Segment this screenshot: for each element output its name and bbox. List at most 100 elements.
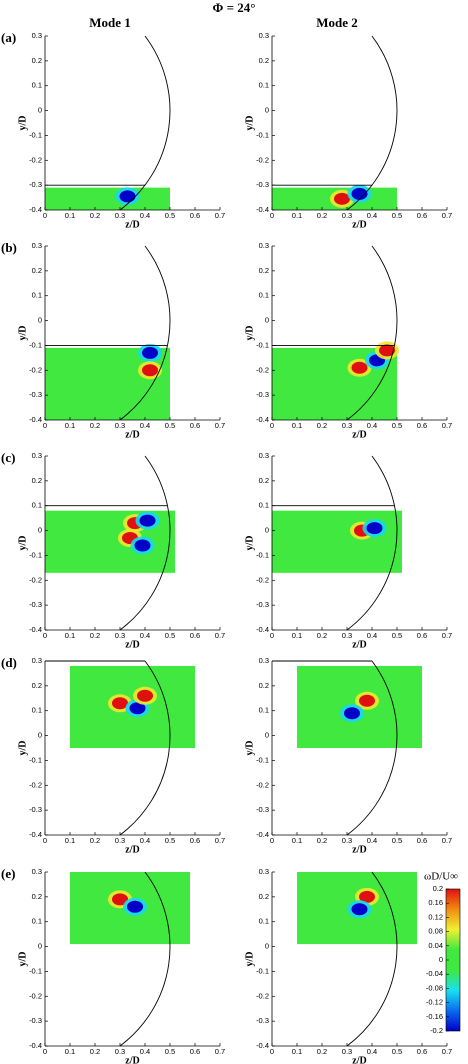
vortex bbox=[127, 900, 143, 913]
x-tick-label: 0.7 bbox=[442, 421, 452, 430]
x-tick-label: 0.3 bbox=[342, 836, 352, 845]
y-tick-label: -0.2 bbox=[29, 780, 42, 789]
x-tick-label: 0 bbox=[43, 631, 47, 640]
y-tick-label: 0 bbox=[265, 942, 269, 951]
x-tick-label: 0.4 bbox=[140, 421, 150, 430]
y-tick-label: 0.2 bbox=[259, 266, 269, 275]
x-tick-label: 0 bbox=[43, 1047, 47, 1056]
x-tick-label: 0.6 bbox=[417, 211, 427, 220]
x-tick-label: 0 bbox=[43, 836, 47, 845]
vortex bbox=[379, 344, 395, 357]
y-tick-label: 0.3 bbox=[32, 241, 42, 250]
x-tick-label: 0.5 bbox=[165, 631, 175, 640]
x-tick-label: 0 bbox=[43, 421, 47, 430]
x-tick-label: 0 bbox=[270, 1047, 274, 1056]
y-tick-label: -0.2 bbox=[29, 365, 42, 374]
y-axis-label: y/D bbox=[17, 952, 28, 967]
x-tick-label: 0.3 bbox=[342, 1047, 352, 1056]
colorbar-tick-label: -0.16 bbox=[426, 1012, 443, 1021]
x-tick-label: 0.6 bbox=[190, 421, 200, 430]
measurement-window bbox=[272, 510, 402, 573]
y-tick-label: -0.4 bbox=[29, 205, 42, 214]
y-axis-label: y/D bbox=[244, 741, 255, 756]
vortex bbox=[351, 187, 368, 200]
body-contour bbox=[346, 660, 398, 836]
y-tick-label: 0 bbox=[265, 316, 269, 325]
x-tick-label: 0.6 bbox=[190, 631, 200, 640]
x-tick-label: 0.4 bbox=[367, 631, 377, 640]
y-tick-label: -0.3 bbox=[29, 1016, 42, 1025]
y-axis-label: y/D bbox=[244, 536, 255, 551]
x-axis-label: z/D bbox=[125, 639, 139, 650]
x-tick-label: 0.6 bbox=[417, 836, 427, 845]
vortex bbox=[351, 903, 368, 916]
x-tick-label: 0.2 bbox=[317, 1047, 327, 1056]
y-tick-label: 0.2 bbox=[259, 681, 269, 690]
colorbar-tick-label: 0.16 bbox=[428, 898, 443, 907]
x-tick-label: 0.1 bbox=[292, 421, 302, 430]
x-tick-label: 0.1 bbox=[65, 631, 75, 640]
y-tick-label: 0 bbox=[38, 942, 42, 951]
x-tick-label: 0.7 bbox=[442, 1047, 452, 1056]
vortex bbox=[137, 689, 153, 702]
y-axis-label: y/D bbox=[17, 116, 28, 131]
y-tick-label: -0.3 bbox=[256, 600, 269, 609]
x-axis-label: z/D bbox=[352, 429, 366, 440]
x-tick-label: 0.3 bbox=[115, 836, 125, 845]
panel-label: (e) bbox=[1, 866, 15, 881]
colorbar-tick-label: 0.2 bbox=[433, 884, 443, 893]
x-axis-label: z/D bbox=[125, 429, 139, 440]
y-tick-label: -0.1 bbox=[29, 755, 42, 764]
y-axis-label: y/D bbox=[17, 536, 28, 551]
x-tick-label: 0.1 bbox=[292, 836, 302, 845]
y-tick-label: 0.1 bbox=[259, 81, 269, 90]
x-tick-label: 0.1 bbox=[65, 836, 75, 845]
colorbar-tick-label: -0.12 bbox=[426, 998, 443, 1007]
colorbar-tick-label: -0.08 bbox=[426, 983, 443, 992]
y-tick-label: 0.3 bbox=[32, 31, 42, 40]
colorbar-tick-label: -0.2 bbox=[430, 1026, 443, 1035]
y-tick-label: -0.3 bbox=[29, 600, 42, 609]
y-tick-label: -0.4 bbox=[256, 625, 269, 634]
vortex bbox=[359, 694, 375, 707]
measurement-window bbox=[45, 187, 170, 210]
x-tick-label: 0.3 bbox=[115, 1047, 125, 1056]
body-contour bbox=[346, 35, 398, 211]
y-tick-label: -0.1 bbox=[256, 340, 269, 349]
x-tick-label: 0.2 bbox=[90, 631, 100, 640]
x-tick-label: 0.5 bbox=[165, 211, 175, 220]
y-tick-label: -0.3 bbox=[256, 1016, 269, 1025]
x-tick-label: 0.3 bbox=[115, 211, 125, 220]
colorbar-tick-label: 0.12 bbox=[428, 912, 443, 921]
panel-label: (c) bbox=[1, 450, 15, 465]
column-title: Mode 2 bbox=[316, 15, 358, 30]
y-tick-label: -0.4 bbox=[29, 830, 42, 839]
y-tick-label: 0 bbox=[38, 526, 42, 535]
x-tick-label: 0.5 bbox=[392, 836, 402, 845]
x-tick-label: 0.7 bbox=[442, 631, 452, 640]
y-tick-label: 0.3 bbox=[32, 656, 42, 665]
y-tick-label: 0.1 bbox=[259, 501, 269, 510]
x-tick-label: 0.5 bbox=[392, 1047, 402, 1056]
x-tick-label: 0.1 bbox=[292, 1047, 302, 1056]
y-tick-label: -0.2 bbox=[256, 780, 269, 789]
colorbar-tick-label: 0 bbox=[439, 955, 443, 964]
y-axis-label: y/D bbox=[244, 326, 255, 341]
y-tick-label: 0.2 bbox=[259, 476, 269, 485]
y-tick-label: 0 bbox=[265, 731, 269, 740]
y-tick-label: -0.4 bbox=[256, 830, 269, 839]
y-tick-label: 0.3 bbox=[259, 241, 269, 250]
y-tick-label: -0.3 bbox=[29, 180, 42, 189]
vortex bbox=[112, 697, 128, 710]
x-tick-label: 0.4 bbox=[140, 1047, 150, 1056]
x-tick-label: 0 bbox=[270, 211, 274, 220]
y-axis-label: y/D bbox=[17, 741, 28, 756]
body-contour bbox=[119, 660, 171, 836]
vortex bbox=[119, 190, 136, 203]
x-tick-label: 0.4 bbox=[367, 1047, 377, 1056]
x-tick-label: 0.5 bbox=[165, 421, 175, 430]
panel-label: (a) bbox=[1, 30, 16, 45]
panel-label: (d) bbox=[1, 655, 17, 670]
y-tick-label: 0 bbox=[265, 526, 269, 535]
